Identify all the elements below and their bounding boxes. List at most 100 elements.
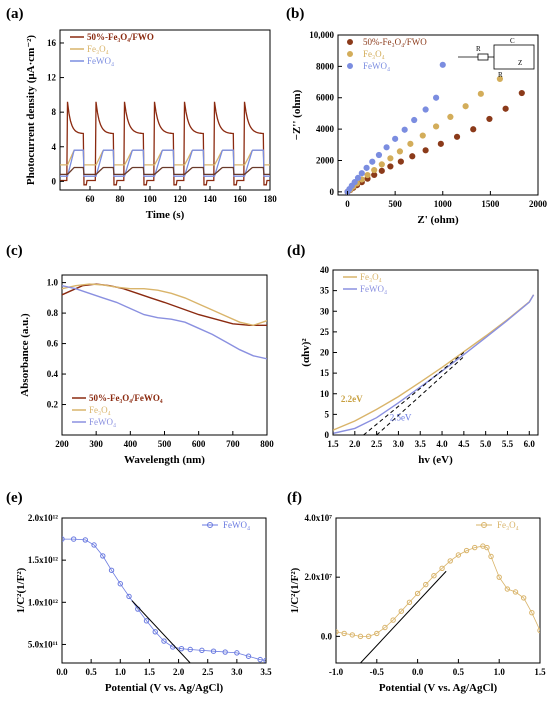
y-tick-label: 5.0x10¹¹ (28, 639, 58, 649)
x-tick-label: 5.5 (502, 439, 514, 449)
plot-frame (335, 517, 541, 664)
series-2 (344, 75, 504, 195)
legend-marker (347, 63, 353, 69)
x-axis-label: hv (eV) (418, 454, 453, 466)
legend-item: Fe₃O₄ (70, 44, 109, 54)
y-tick-label: 1.0x10¹² (28, 597, 58, 607)
y-tick-label: 4.0x10⁷ (305, 513, 333, 523)
data-point (152, 629, 158, 635)
x-tick-label: 0.5 (86, 667, 98, 677)
legend-item: Fe₃O₄ (72, 405, 111, 415)
data-point (406, 599, 413, 606)
fit-line (360, 570, 447, 663)
data-point (518, 89, 525, 97)
y-tick-label: 0 (330, 187, 335, 197)
data-point (363, 164, 370, 171)
data-point (439, 61, 446, 68)
data-point (477, 90, 484, 97)
x-tick-label: 1.0 (115, 667, 127, 677)
plot-area (62, 283, 267, 360)
x-tick-label: 500 (158, 439, 172, 449)
y-tick-label: 20 (320, 348, 330, 358)
y-tick-label: 0.8 (47, 308, 59, 318)
series-line (336, 545, 540, 637)
data-point (411, 116, 418, 124)
annotation: 2.5eV (390, 413, 412, 423)
data-point (422, 106, 429, 113)
legend-item: FeWO₄ (343, 284, 387, 294)
x-tick-label: 4.5 (458, 439, 470, 449)
data-point (378, 161, 385, 168)
series-line-1 (333, 294, 535, 431)
data-point (401, 126, 408, 133)
y-tick-label: 10,000 (309, 30, 334, 40)
x-tick-label: 800 (260, 439, 274, 449)
panel-label: (a) (6, 6, 24, 22)
series-1 (62, 536, 266, 663)
series-3 (344, 61, 446, 195)
data-point (387, 155, 394, 162)
circuit-label: R (498, 71, 503, 79)
data-point (387, 163, 394, 170)
plot-area (62, 536, 266, 663)
legend: FeWO₄ (202, 520, 250, 530)
plot-frame (61, 517, 267, 664)
x-tick-label: 80 (116, 194, 126, 204)
legend-label: FeWO₄ (363, 61, 390, 71)
data-point (245, 653, 252, 659)
panel-label: (b) (286, 6, 304, 22)
y-tick-label: 1.0 (47, 278, 59, 288)
data-point (382, 624, 388, 631)
plot-frame (59, 29, 271, 191)
y-tick-label: 0.2 (47, 400, 59, 410)
series-line-2 (333, 294, 535, 435)
data-point (358, 170, 365, 177)
data-point (520, 595, 527, 601)
chart-panel-5: (e) 0.0 0.5 1.0 1.5 2.0 2.5 3.0 3.5 5.0x10¹¹ 1.0x1… (6, 490, 272, 694)
y-tick-label: 35 (320, 286, 330, 296)
y-axis-label: Photocurrent density (μA·cm⁻²) (25, 35, 37, 186)
data-point (409, 153, 416, 160)
y-tick-label: 10 (320, 389, 330, 399)
x-tick-label: 700 (226, 439, 240, 449)
data-point (414, 590, 421, 597)
legend: 50%-Fe₃O₄/FeWO₄ Fe₃O₄ FeWO₄ (72, 393, 163, 427)
data-point (378, 167, 385, 174)
y-tick-label: 0.4 (47, 369, 59, 379)
y-tick-label: 2.0x10¹² (28, 513, 58, 523)
data-point (462, 103, 469, 110)
x-tick-label: 600 (192, 439, 206, 449)
chart-panel-6: (f) -1.0 -0.5 0.0 0.5 1.0 1.5 0.0 2.0x10⁷ 4.0x10⁷… (287, 490, 546, 694)
x-tick-label: 140 (203, 194, 217, 204)
data-point (375, 151, 383, 159)
circuit-label: R (476, 45, 481, 53)
x-tick-label: 2.5 (202, 667, 214, 677)
legend-label: 50%-Fe₃O₄/FeWO₄ (89, 393, 163, 403)
data-point (447, 558, 453, 564)
y-tick-label: 2000 (316, 155, 335, 165)
y-tick-label: 4 (52, 142, 57, 152)
annotation: 2.2eV (341, 394, 363, 404)
chart-panel-4: (d) 1.5 2.0 2.5 3.0 3.5 4.0 4.5 5.0 5.5 6.0 0 5 10 15 2… (287, 243, 539, 466)
data-point (371, 166, 378, 174)
data-point (161, 638, 167, 644)
data-point (529, 609, 535, 616)
legend-label: FeWO₄ (89, 417, 116, 427)
chart-panel-1: (a) 60 80 100 120 140 160 180 0 4 8 12 16 Time (s) Pho… (6, 6, 277, 221)
y-tick-label: 12 (47, 73, 57, 83)
legend-label: 50%-Fe₃O₄/FWO (87, 32, 154, 42)
legend-item: FeWO₄ (70, 56, 114, 66)
plot-area (333, 294, 535, 435)
legend-label: FeWO₄ (223, 520, 250, 530)
series-line-3 (60, 149, 270, 177)
x-tick-label: -1.0 (329, 667, 344, 677)
x-tick-label: 3.0 (393, 439, 405, 449)
data-point (100, 553, 106, 559)
plot-frame (332, 269, 539, 436)
data-point (390, 617, 396, 623)
panel-label: (f) (287, 490, 302, 506)
x-tick-label: 0.0 (412, 667, 424, 677)
fit-line (131, 600, 191, 663)
data-point (392, 135, 399, 142)
